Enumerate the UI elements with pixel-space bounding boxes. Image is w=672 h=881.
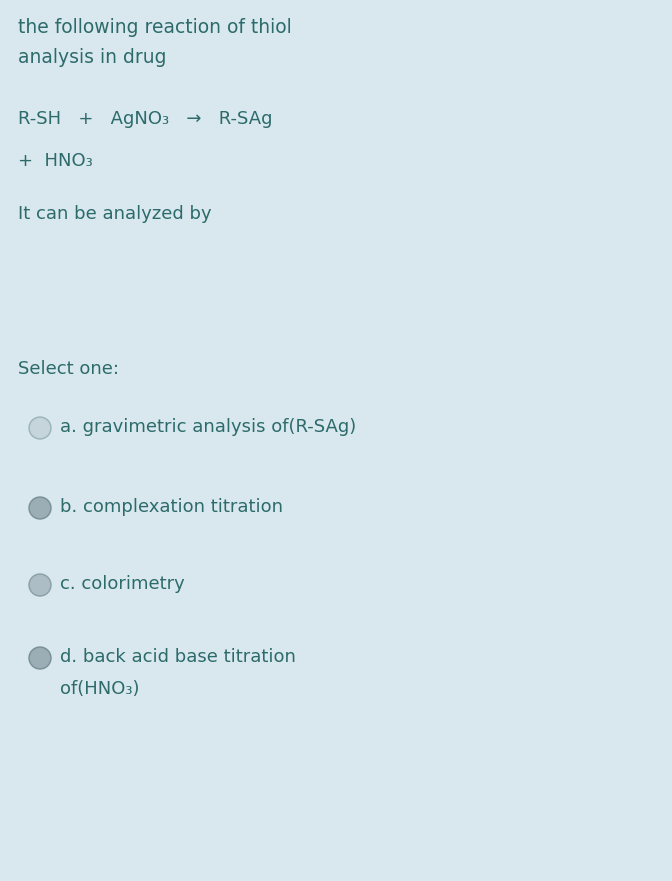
Circle shape — [30, 418, 50, 438]
Text: a. gravimetric analysis of(R-SAg): a. gravimetric analysis of(R-SAg) — [60, 418, 356, 436]
Text: of(HNO₃): of(HNO₃) — [60, 680, 140, 698]
Text: Select one:: Select one: — [18, 360, 119, 378]
Text: the following reaction of thiol: the following reaction of thiol — [18, 18, 292, 37]
Circle shape — [29, 647, 51, 669]
Circle shape — [30, 575, 50, 595]
Text: R-SH   +   AgNO₃   →   R-SAg: R-SH + AgNO₃ → R-SAg — [18, 110, 273, 128]
Text: analysis in drug: analysis in drug — [18, 48, 167, 67]
Circle shape — [29, 497, 51, 519]
Circle shape — [30, 499, 50, 517]
Circle shape — [29, 574, 51, 596]
Text: d. back acid base titration: d. back acid base titration — [60, 648, 296, 666]
Text: c. colorimetry: c. colorimetry — [60, 575, 185, 593]
Circle shape — [30, 648, 50, 668]
Circle shape — [29, 417, 51, 439]
Text: It can be analyzed by: It can be analyzed by — [18, 205, 212, 223]
Text: b. complexation titration: b. complexation titration — [60, 498, 283, 516]
Text: +  HNO₃: + HNO₃ — [18, 152, 93, 170]
